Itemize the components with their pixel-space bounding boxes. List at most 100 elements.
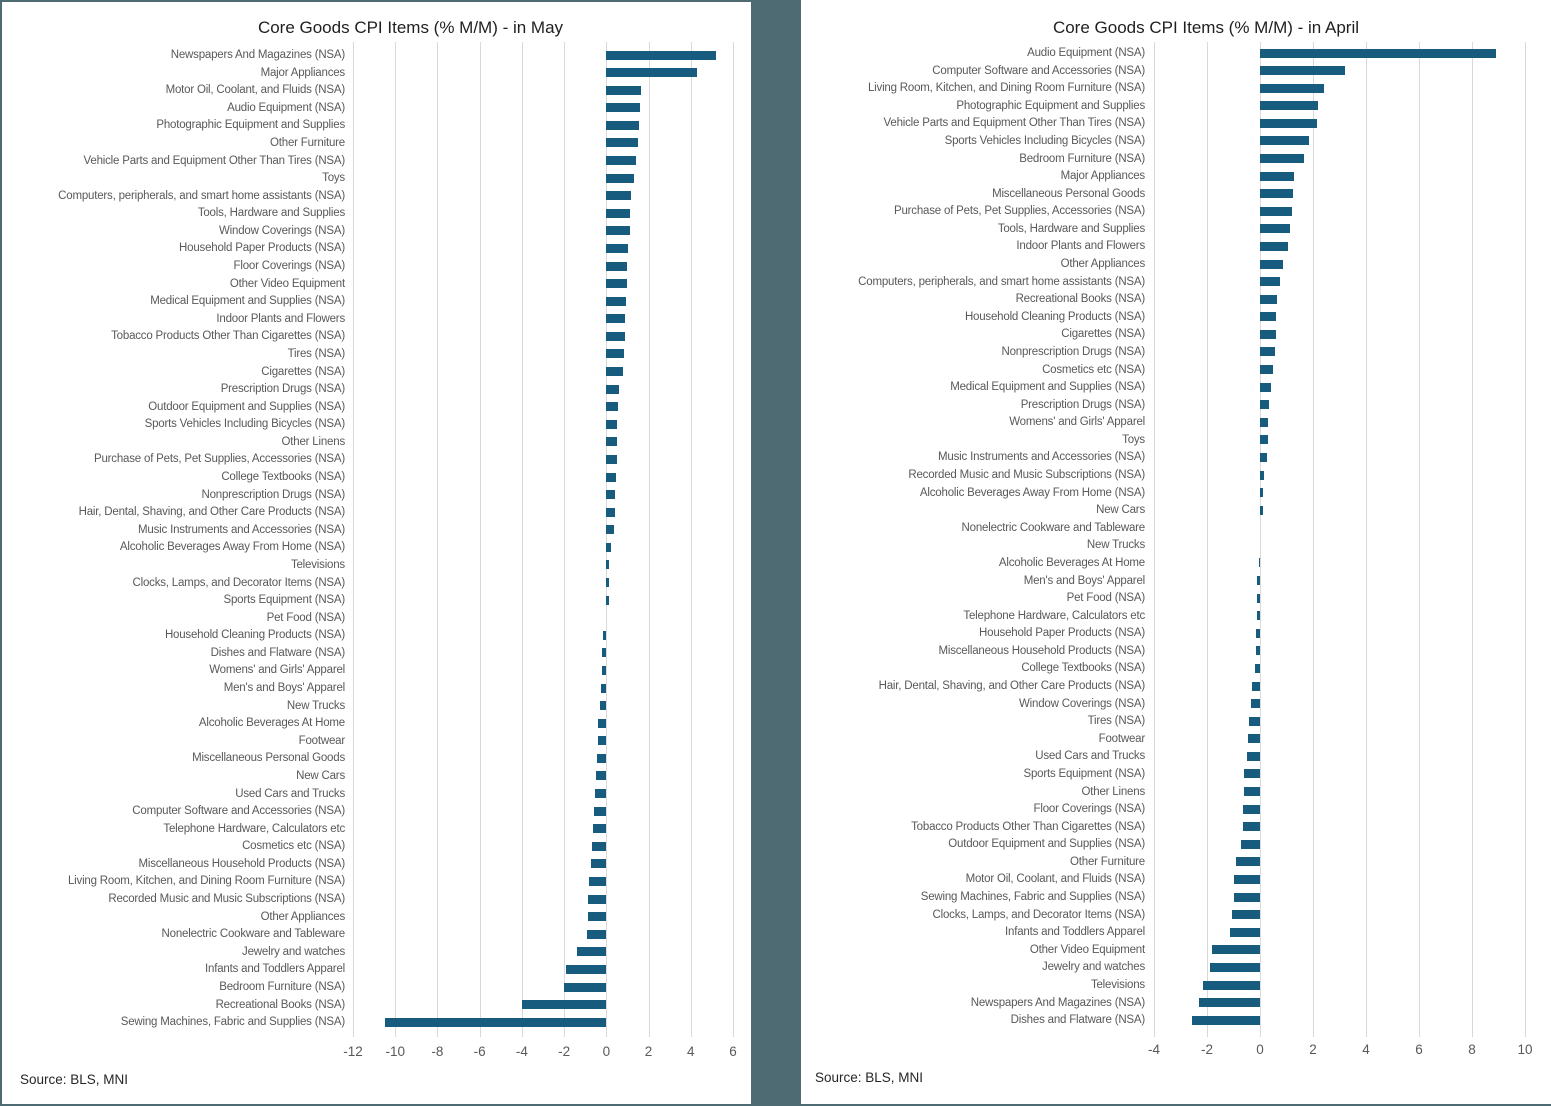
bar xyxy=(606,331,626,341)
bar xyxy=(595,771,607,781)
chart-title-may: Core Goods CPI Items (% M/M) - in May xyxy=(257,18,564,37)
category-label: Tires (NSA) xyxy=(1087,715,1146,728)
category-label: Prescription Drugs (NSA) xyxy=(1020,398,1145,411)
bar xyxy=(1260,417,1268,427)
bar xyxy=(1260,470,1264,480)
category-label: Music Instruments and Accessories (NSA) xyxy=(138,523,345,536)
category-label: Tires (NSA) xyxy=(287,347,346,360)
bar xyxy=(606,490,615,500)
bar xyxy=(606,384,619,394)
category-label: New Cars xyxy=(1096,504,1145,517)
bar xyxy=(1260,277,1280,287)
bar xyxy=(576,947,607,957)
bar xyxy=(1252,681,1260,691)
bar xyxy=(592,824,607,834)
bar xyxy=(1254,663,1260,673)
chart-title-april: Core Goods CPI Items (% M/M) - in April xyxy=(1052,18,1360,37)
category-label: Outdoor Equipment and Supplies (NSA) xyxy=(148,400,345,413)
source-note-may: Source: BLS, MNI xyxy=(20,1072,129,1087)
bar xyxy=(606,243,629,253)
axis-tick-label: -12 xyxy=(343,1044,363,1059)
category-label: Alcoholic Beverages At Home xyxy=(998,556,1145,569)
category-label: Living Room, Kitchen, and Dining Room Fu… xyxy=(867,82,1145,95)
category-label: Tools, Hardware and Supplies xyxy=(997,222,1145,235)
category-label: Window Coverings (NSA) xyxy=(219,224,345,237)
category-label: Indoor Plants and Flowers xyxy=(1016,240,1145,253)
category-label: Cigarettes (NSA) xyxy=(261,365,345,378)
bar xyxy=(1249,716,1260,726)
bar xyxy=(1260,400,1270,410)
category-label: Miscellaneous Personal Goods xyxy=(192,752,345,765)
category-label: Photographic Equipment and Supplies xyxy=(156,119,345,132)
category-label: Cosmetics etc (NSA) xyxy=(1042,363,1145,376)
bar xyxy=(603,630,607,640)
bar xyxy=(1257,593,1260,603)
category-label: Tobacco Products Other Than Cigarettes (… xyxy=(911,820,1145,833)
bar xyxy=(1260,505,1263,515)
axis-tick-label: -2 xyxy=(1200,1042,1213,1057)
bar xyxy=(606,542,611,552)
category-label: Men's and Boys' Apparel xyxy=(223,682,345,695)
bar xyxy=(591,841,607,851)
category-label: Sewing Machines, Fabric and Supplies (NS… xyxy=(120,1016,345,1029)
bar xyxy=(606,68,698,78)
category-label: New Trucks xyxy=(286,699,345,712)
bar xyxy=(1260,365,1274,375)
bar xyxy=(606,191,631,201)
category-label: Televisions xyxy=(290,558,345,571)
category-label: Pet Food (NSA) xyxy=(1066,592,1146,605)
category-label: Used Cars and Trucks xyxy=(1035,750,1145,763)
bar xyxy=(601,683,607,693)
gridline xyxy=(1419,42,1420,1037)
axis-tick-label: -8 xyxy=(431,1044,444,1059)
category-label: Prescription Drugs (NSA) xyxy=(220,383,345,396)
bar xyxy=(606,50,717,60)
bar xyxy=(606,419,617,429)
bar xyxy=(1246,751,1260,761)
gridline xyxy=(479,42,481,1037)
category-label: Medical Equipment and Supplies (NSA) xyxy=(150,295,345,308)
bar xyxy=(1260,488,1263,498)
category-label: Floor Coverings (NSA) xyxy=(1033,803,1146,816)
category-label: Bedroom Furniture (NSA) xyxy=(1019,152,1145,165)
bar xyxy=(521,1000,607,1010)
bar xyxy=(1241,839,1260,849)
category-label: Household Cleaning Products (NSA) xyxy=(964,310,1145,323)
bar xyxy=(606,314,626,324)
gridline xyxy=(395,42,397,1037)
category-label: Sewing Machines, Fabric and Supplies (NS… xyxy=(920,891,1145,904)
bar xyxy=(1258,558,1260,568)
category-label: Motor Oil, Coolant, and Fluids (NSA) xyxy=(965,873,1146,886)
bar xyxy=(1242,804,1260,814)
bar xyxy=(1242,822,1260,832)
category-label: Other Linens xyxy=(1081,785,1146,798)
category-label: Toys xyxy=(322,172,345,185)
category-label: New Cars xyxy=(296,769,345,782)
category-label: Footwear xyxy=(1098,732,1146,745)
bar xyxy=(1260,452,1267,462)
category-label: Hair, Dental, Shaving, and Other Care Pr… xyxy=(78,506,346,519)
category-label: Bedroom Furniture (NSA) xyxy=(219,981,345,993)
category-label: Men's and Boys' Apparel xyxy=(1023,574,1145,587)
category-label: Floor Coverings (NSA) xyxy=(233,260,346,273)
bar xyxy=(606,103,641,113)
bar xyxy=(1244,787,1260,797)
bar xyxy=(600,701,607,711)
bar xyxy=(384,1017,607,1027)
bar xyxy=(1260,312,1276,322)
category-label: Motor Oil, Coolant, and Fluids (NSA) xyxy=(165,84,346,97)
source-note-april: Source: BLS, MNI xyxy=(815,1070,924,1085)
bar xyxy=(1260,224,1291,234)
category-label: Toys xyxy=(1122,433,1145,446)
category-label: Other Linens xyxy=(281,435,346,448)
panel-divider xyxy=(751,0,801,1106)
category-label: New Trucks xyxy=(1086,539,1145,552)
category-label: Audio Equipment (NSA) xyxy=(1027,47,1145,59)
axis-tick-label: -6 xyxy=(473,1044,486,1059)
bar xyxy=(1260,171,1295,181)
gridline xyxy=(437,42,439,1037)
category-label: Audio Equipment (NSA) xyxy=(227,101,345,114)
category-label: Indoor Plants and Flowers xyxy=(216,312,345,325)
page-border-left xyxy=(0,0,2,1106)
